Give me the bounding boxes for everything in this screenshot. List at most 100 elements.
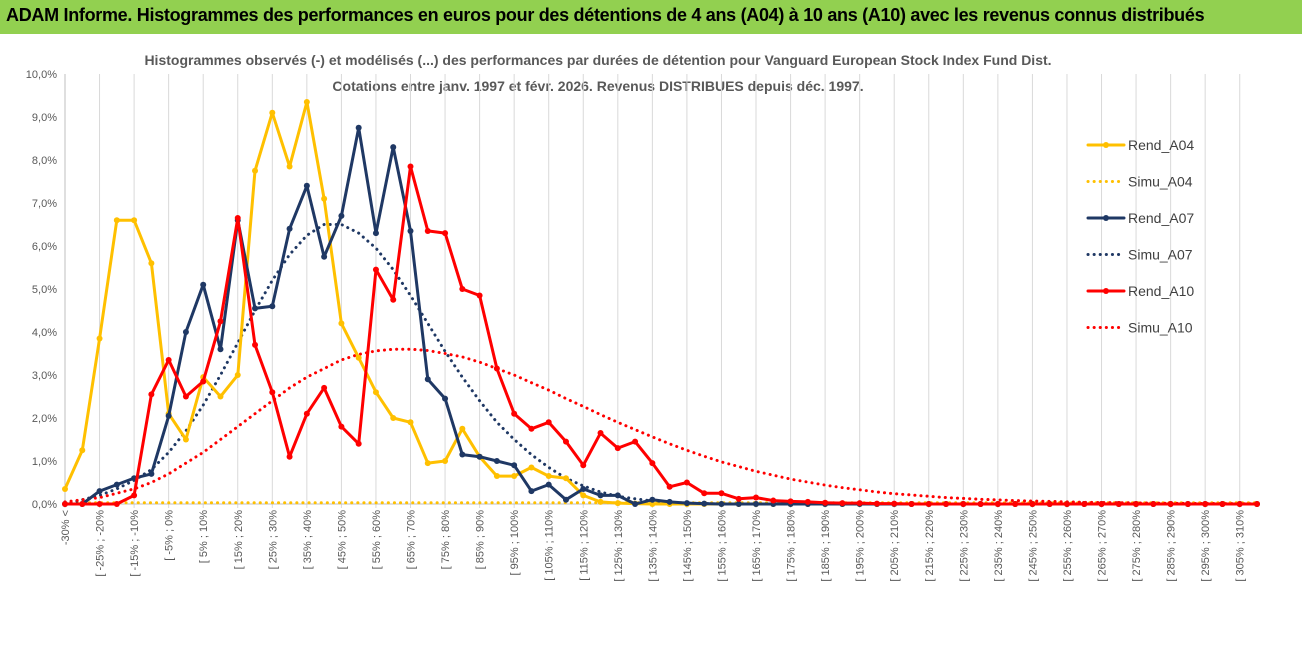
point-rend-a07	[286, 225, 293, 232]
series-line-rend-a10	[63, 165, 1259, 506]
point-rend-a07	[614, 492, 621, 499]
point-rend-a04	[252, 167, 259, 174]
point-rend-a10	[217, 318, 224, 325]
point-rend-a07	[217, 346, 224, 353]
point-rend-a07	[200, 281, 207, 288]
point-rend-a07	[666, 498, 673, 505]
point-rend-a04	[545, 473, 552, 480]
point-rend-a10	[1046, 501, 1053, 507]
point-rend-a10	[545, 419, 552, 426]
x-tick-label: [ 5% ; 10%	[198, 510, 210, 563]
legend-label: Rend_A07	[1128, 210, 1194, 226]
chart: Histogrammes observés (-) et modélisés (…	[26, 52, 1260, 582]
series-line-simu-a10	[63, 347, 1259, 506]
point-rend-a10	[96, 501, 103, 507]
series-line-rend-a04	[63, 100, 1259, 506]
y-tick-label: 2,0%	[32, 413, 57, 425]
point-rend-a10	[960, 501, 967, 507]
x-tick-label: [ 305% ; 310%	[1235, 510, 1247, 582]
point-rend-a10	[977, 501, 984, 507]
point-rend-a10	[804, 498, 811, 505]
point-rend-a10	[787, 498, 794, 505]
point-rend-a04	[562, 475, 569, 482]
point-rend-a07	[338, 212, 345, 219]
point-rend-a07	[269, 303, 276, 310]
x-tick-label: [ 175% ; 180%	[786, 510, 798, 582]
point-rend-a10	[1133, 501, 1140, 507]
point-rend-a10	[701, 490, 708, 497]
point-rend-a10	[1029, 501, 1036, 507]
point-rend-a10	[62, 501, 68, 507]
x-tick-label: [ 215% ; 220%	[924, 510, 936, 582]
point-rend-a04	[442, 458, 449, 464]
x-tick-label: [ 155% ; 160%	[716, 510, 728, 582]
x-tick-label: [ 15% ; 20%	[233, 510, 245, 570]
point-rend-a10	[856, 500, 863, 507]
point-rend-a04	[424, 460, 431, 467]
point-rend-a07	[580, 485, 587, 492]
point-rend-a10	[338, 423, 345, 430]
point-rend-a10	[873, 500, 880, 507]
point-rend-a07	[683, 500, 690, 507]
point-rend-a07	[96, 488, 103, 495]
point-rend-a10	[822, 499, 829, 506]
x-tick-label: [ 195% ; 200%	[855, 510, 867, 582]
point-rend-a10	[562, 438, 569, 445]
point-rend-a10	[165, 356, 172, 363]
point-rend-a07	[252, 305, 259, 312]
point-rend-a10	[234, 215, 241, 222]
point-rend-a07	[545, 481, 552, 488]
x-tick-label: [ 115% ; 120%	[578, 510, 590, 581]
y-tick-label: 8,0%	[32, 155, 57, 167]
legend-marker	[1103, 288, 1109, 294]
point-rend-a10	[925, 501, 932, 507]
point-rend-a07	[562, 496, 569, 503]
point-rend-a10	[839, 500, 846, 507]
point-rend-a07	[632, 501, 639, 507]
chart-title: Histogrammes observés (-) et modélisés (…	[144, 52, 1051, 68]
point-rend-a10	[113, 501, 120, 507]
x-tick-label: [ 45% ; 50%	[336, 510, 348, 570]
point-rend-a10	[632, 438, 639, 445]
x-tick-label: [ 275% ; 280%	[1131, 510, 1143, 582]
point-rend-a04	[217, 393, 224, 400]
legend-label: Simu_A04	[1128, 174, 1193, 190]
point-rend-a07	[113, 481, 120, 488]
point-rend-a07	[511, 462, 518, 469]
point-rend-a07	[303, 182, 310, 189]
point-rend-a10	[597, 430, 604, 437]
point-rend-a04	[580, 492, 587, 499]
point-rend-a04	[459, 425, 466, 432]
legend-label: Rend_A10	[1128, 283, 1194, 299]
x-tick-label: [ 295% ; 300%	[1200, 510, 1212, 582]
banner-title: ADAM Informe. Histogrammes des performan…	[6, 5, 1205, 25]
point-rend-a04	[286, 163, 293, 170]
x-tick-label: [ 65% ; 70%	[406, 510, 418, 570]
chart-subtitle: Cotations entre janv. 1997 et févr. 2026…	[332, 78, 863, 94]
x-tick-label: [ -5% ; 0%	[164, 510, 176, 561]
banner: ADAM Informe. Histogrammes des performan…	[0, 0, 1302, 34]
point-rend-a04	[321, 195, 328, 202]
y-tick-label: 10,0%	[26, 69, 57, 81]
point-rend-a10	[1081, 501, 1088, 507]
y-tick-label: 5,0%	[32, 284, 57, 296]
point-rend-a10	[493, 365, 500, 372]
point-rend-a07	[528, 488, 535, 495]
point-rend-a04	[372, 389, 379, 396]
point-rend-a10	[372, 266, 379, 273]
point-rend-a04	[390, 415, 397, 421]
point-rend-a10	[1219, 501, 1226, 507]
point-rend-a10	[79, 501, 86, 507]
x-tick-label: -30% <	[60, 510, 72, 545]
point-rend-a10	[390, 296, 397, 303]
x-tick-label: [ 235% ; 240%	[993, 510, 1005, 582]
point-rend-a10	[1236, 501, 1243, 507]
point-rend-a10	[182, 393, 189, 400]
point-rend-a04	[493, 473, 500, 480]
point-rend-a10	[269, 389, 276, 396]
point-rend-a07	[182, 329, 189, 335]
x-tick-label: [ 85% ; 90%	[475, 510, 487, 570]
point-rend-a10	[1202, 501, 1209, 507]
point-rend-a07	[165, 412, 172, 419]
point-rend-a10	[1115, 501, 1122, 507]
